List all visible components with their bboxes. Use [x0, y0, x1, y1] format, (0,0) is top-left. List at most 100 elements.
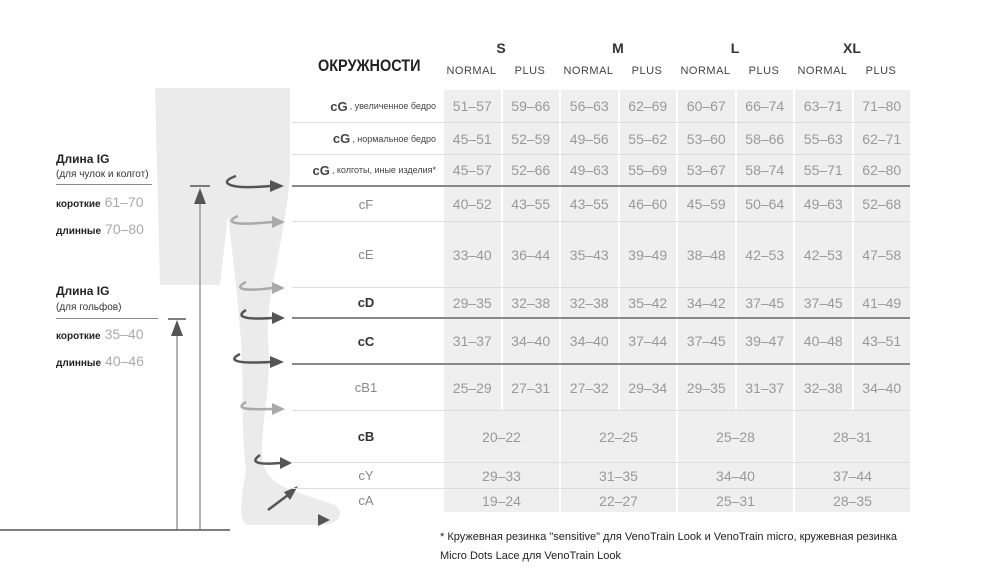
table-cell: 27–31 [500, 365, 559, 410]
table-cell: 53–67 [676, 155, 735, 185]
row-label: cF [292, 187, 440, 221]
short-value: 35–40 [104, 326, 144, 342]
row-code: cC [357, 333, 375, 349]
table-cell: 35–43 [559, 222, 618, 287]
table-cell: 25–29 [442, 365, 501, 410]
table-cell: 28–35 [793, 489, 910, 512]
length-title: Длина IG [56, 284, 110, 298]
table-cell: 31–35 [559, 463, 676, 488]
subsize-header: PLUS [631, 65, 663, 77]
row-code: cY [358, 468, 374, 483]
row-label: cG, нормальное бедро [292, 123, 440, 154]
table-cell: 60–67 [676, 90, 735, 122]
table-cell: 22–25 [559, 411, 676, 462]
long-value: 70–80 [105, 221, 144, 237]
table-cell: 55–71 [793, 155, 852, 185]
table-cell: 55–62 [617, 123, 676, 154]
table-cell: 40–52 [442, 187, 501, 221]
short-label: короткие [56, 199, 101, 210]
divider [56, 318, 158, 319]
table-cell: 32–38 [500, 288, 559, 317]
table-cell: 53–60 [676, 123, 735, 154]
arrow-markers [225, 174, 330, 526]
row-code: cE [358, 247, 374, 262]
long-value: 40–46 [105, 353, 144, 369]
table-cell: 19–24 [442, 489, 559, 512]
table-cell: 25–28 [676, 411, 793, 462]
table-cell: 43–55 [500, 187, 559, 221]
row-code: cA [358, 493, 374, 508]
table-cell: 51–57 [442, 90, 501, 122]
table-cell: 62–80 [851, 155, 910, 185]
length-arrows [0, 185, 230, 531]
row-note: , колготы, иные изделия* [331, 165, 436, 175]
table-cell: 41–49 [851, 288, 910, 317]
long-label: длинные [56, 226, 102, 237]
table-cell: 37–45 [676, 319, 735, 363]
row-note: , нормальное бедро [352, 133, 436, 144]
table-cell: 22–27 [559, 489, 676, 512]
subsize-header: NORMAL [680, 65, 731, 77]
table-cell: 56–63 [559, 90, 618, 122]
length-subtitle: (для гольфов) [56, 302, 122, 313]
table-cell: 43–51 [851, 319, 910, 363]
table-cell: 33–40 [442, 222, 501, 287]
long-row: длинные 40–46 [56, 353, 144, 369]
table-cell: 66–74 [734, 90, 793, 122]
table-cell: 36–44 [500, 222, 559, 287]
table-cell: 49–56 [559, 123, 618, 154]
table-cell: 32–38 [559, 288, 618, 317]
table-cell: 71–80 [851, 90, 910, 122]
row-divider [292, 410, 910, 411]
table-cell: 45–51 [442, 123, 501, 154]
subsize-header: NORMAL [446, 65, 497, 77]
table-cell: 34–42 [676, 288, 735, 317]
section-divider [292, 185, 910, 187]
table-cell: 34–40 [500, 319, 559, 363]
row-divider [292, 221, 910, 222]
subsize-header: NORMAL [563, 65, 614, 77]
row-label: cY [292, 463, 440, 488]
row-code: cB1 [354, 380, 378, 395]
table-cell: 39–49 [617, 222, 676, 287]
section-divider [292, 317, 910, 319]
table-cell: 47–58 [851, 222, 910, 287]
table-cell: 62–71 [851, 123, 910, 154]
table-cell: 29–33 [442, 463, 559, 488]
subsize-header: PLUS [865, 65, 897, 77]
subsize-header: NORMAL [797, 65, 848, 77]
table-cell: 49–63 [559, 155, 618, 185]
table-cell: 32–38 [793, 365, 852, 410]
table-cell: 58–66 [734, 123, 793, 154]
long-label: длинные [56, 358, 102, 369]
short-label: короткие [56, 331, 101, 342]
footnote-line-1: * Кружевная резинка "sensitive" для Veno… [440, 531, 897, 543]
row-label: cB1 [292, 365, 440, 410]
row-label: cC [292, 319, 440, 363]
row-code: cD [357, 295, 375, 310]
table-cell: 25–31 [676, 489, 793, 512]
row-label: cB [292, 411, 440, 462]
table-cell: 50–64 [734, 187, 793, 221]
table-cell: 55–69 [617, 155, 676, 185]
subsize-header: PLUS [514, 65, 546, 77]
table-cell: 37–45 [793, 288, 852, 317]
table-cell: 34–40 [559, 319, 618, 363]
table-cell: 43–55 [559, 187, 618, 221]
row-code: cG [312, 162, 330, 178]
table-cell: 42–53 [734, 222, 793, 287]
table-cell: 49–63 [793, 187, 852, 221]
table-cell: 31–37 [734, 365, 793, 410]
size-header: L [730, 40, 740, 56]
table-cell: 55–63 [793, 123, 852, 154]
table-cell: 52–66 [500, 155, 559, 185]
table-cell: 39–47 [734, 319, 793, 363]
section-divider [292, 363, 910, 365]
table-cell: 52–59 [500, 123, 559, 154]
table-cell: 58–74 [734, 155, 793, 185]
table-cell: 27–32 [559, 365, 618, 410]
short-row: короткие 61–70 [56, 194, 144, 210]
table-cell: 34–40 [676, 463, 793, 488]
page-title: ОКРУЖНОСТИ [318, 56, 421, 75]
table-cell: 45–59 [676, 187, 735, 221]
